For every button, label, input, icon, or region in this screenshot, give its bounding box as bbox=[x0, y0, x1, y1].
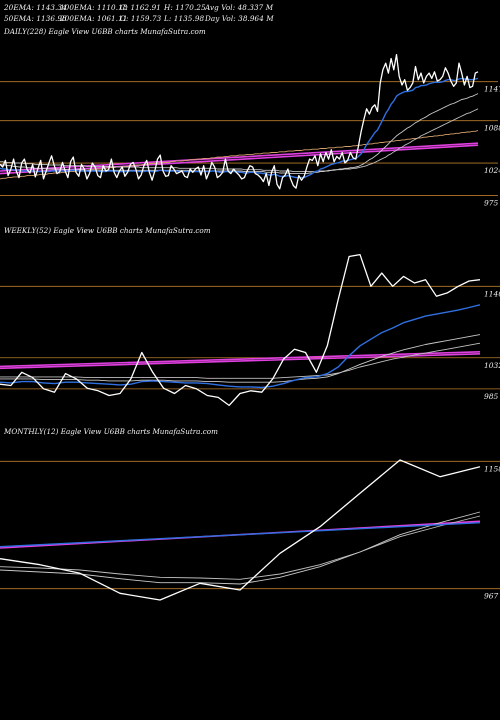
monthly-price-line-0 bbox=[0, 459, 481, 601]
monthly-y-tick-label: 1158 bbox=[484, 464, 500, 473]
ema20-stat: 20EMA: 1143.34 bbox=[4, 3, 67, 12]
weekly-panel-title: WEEKLY(52) Eagle View U6BB charts Munafa… bbox=[4, 226, 211, 235]
daily-ema-long-line-3 bbox=[0, 108, 479, 173]
low-stat: L: 1135.98 bbox=[164, 14, 205, 23]
ema50-stat: 50EMA: 1136.98 bbox=[4, 14, 67, 23]
open-stat: O: 1159.73 bbox=[120, 14, 162, 23]
avg-vol-stat: Avg Vol: 48.337 M bbox=[205, 3, 274, 12]
ema100-stat: 100EMA: 1110.18 bbox=[60, 3, 128, 12]
monthly-ema-long-line-2 bbox=[0, 515, 481, 580]
daily-panel-title: DAILY(228) Eagle View U6BB charts Munafa… bbox=[4, 27, 206, 36]
monthly-ema-short-line-3 bbox=[0, 522, 481, 548]
day-vol-stat: Day Vol: 38.964 M bbox=[205, 14, 274, 23]
weekly-y-tick-label: 985 bbox=[484, 392, 499, 401]
weekly-ema-short-line-1 bbox=[0, 304, 481, 389]
header-line-2: 50EMA: 1136.98200EMA: 1061.11O: 1159.73 L… bbox=[4, 14, 274, 23]
weekly-trend-line-4 bbox=[0, 353, 481, 370]
weekly-y-tick-label: 1032 bbox=[484, 361, 500, 370]
daily-trend-line-5 bbox=[0, 144, 479, 175]
header-line-1: 20EMA: 1143.34100EMA: 1110.18C: 1162.91 H… bbox=[4, 3, 273, 12]
weekly-ema-long-line-3 bbox=[0, 342, 481, 379]
daily-y-tick-label: 1147 bbox=[484, 85, 500, 94]
daily-y-tick-label: 1088 bbox=[484, 124, 500, 133]
monthly-panel-title: MONTHLY(12) Eagle View U6BB charts Munaf… bbox=[4, 427, 218, 436]
weekly-trend-line-5 bbox=[0, 351, 481, 368]
weekly-ema-mid-line-2 bbox=[0, 334, 481, 383]
weekly-y-tick-label: 1140 bbox=[484, 289, 500, 298]
daily-y-tick-label: 1024 bbox=[484, 166, 500, 175]
high-stat: H: 1170.25 bbox=[164, 3, 206, 12]
daily-trend-line-6 bbox=[0, 142, 479, 172]
daily-price-line-0 bbox=[0, 53, 479, 190]
daily-y-tick-label: 975 bbox=[484, 198, 499, 207]
monthly-y-tick-label: 967 bbox=[484, 592, 499, 601]
daily-ema-mid-line-2 bbox=[0, 93, 479, 175]
monthly-ema-mid-line-1 bbox=[0, 511, 481, 585]
weekly-price-line-0 bbox=[0, 253, 481, 407]
ema200-stat: 200EMA: 1061.11 bbox=[60, 14, 128, 23]
open-close-stat: C: 1162.91 bbox=[120, 3, 161, 12]
